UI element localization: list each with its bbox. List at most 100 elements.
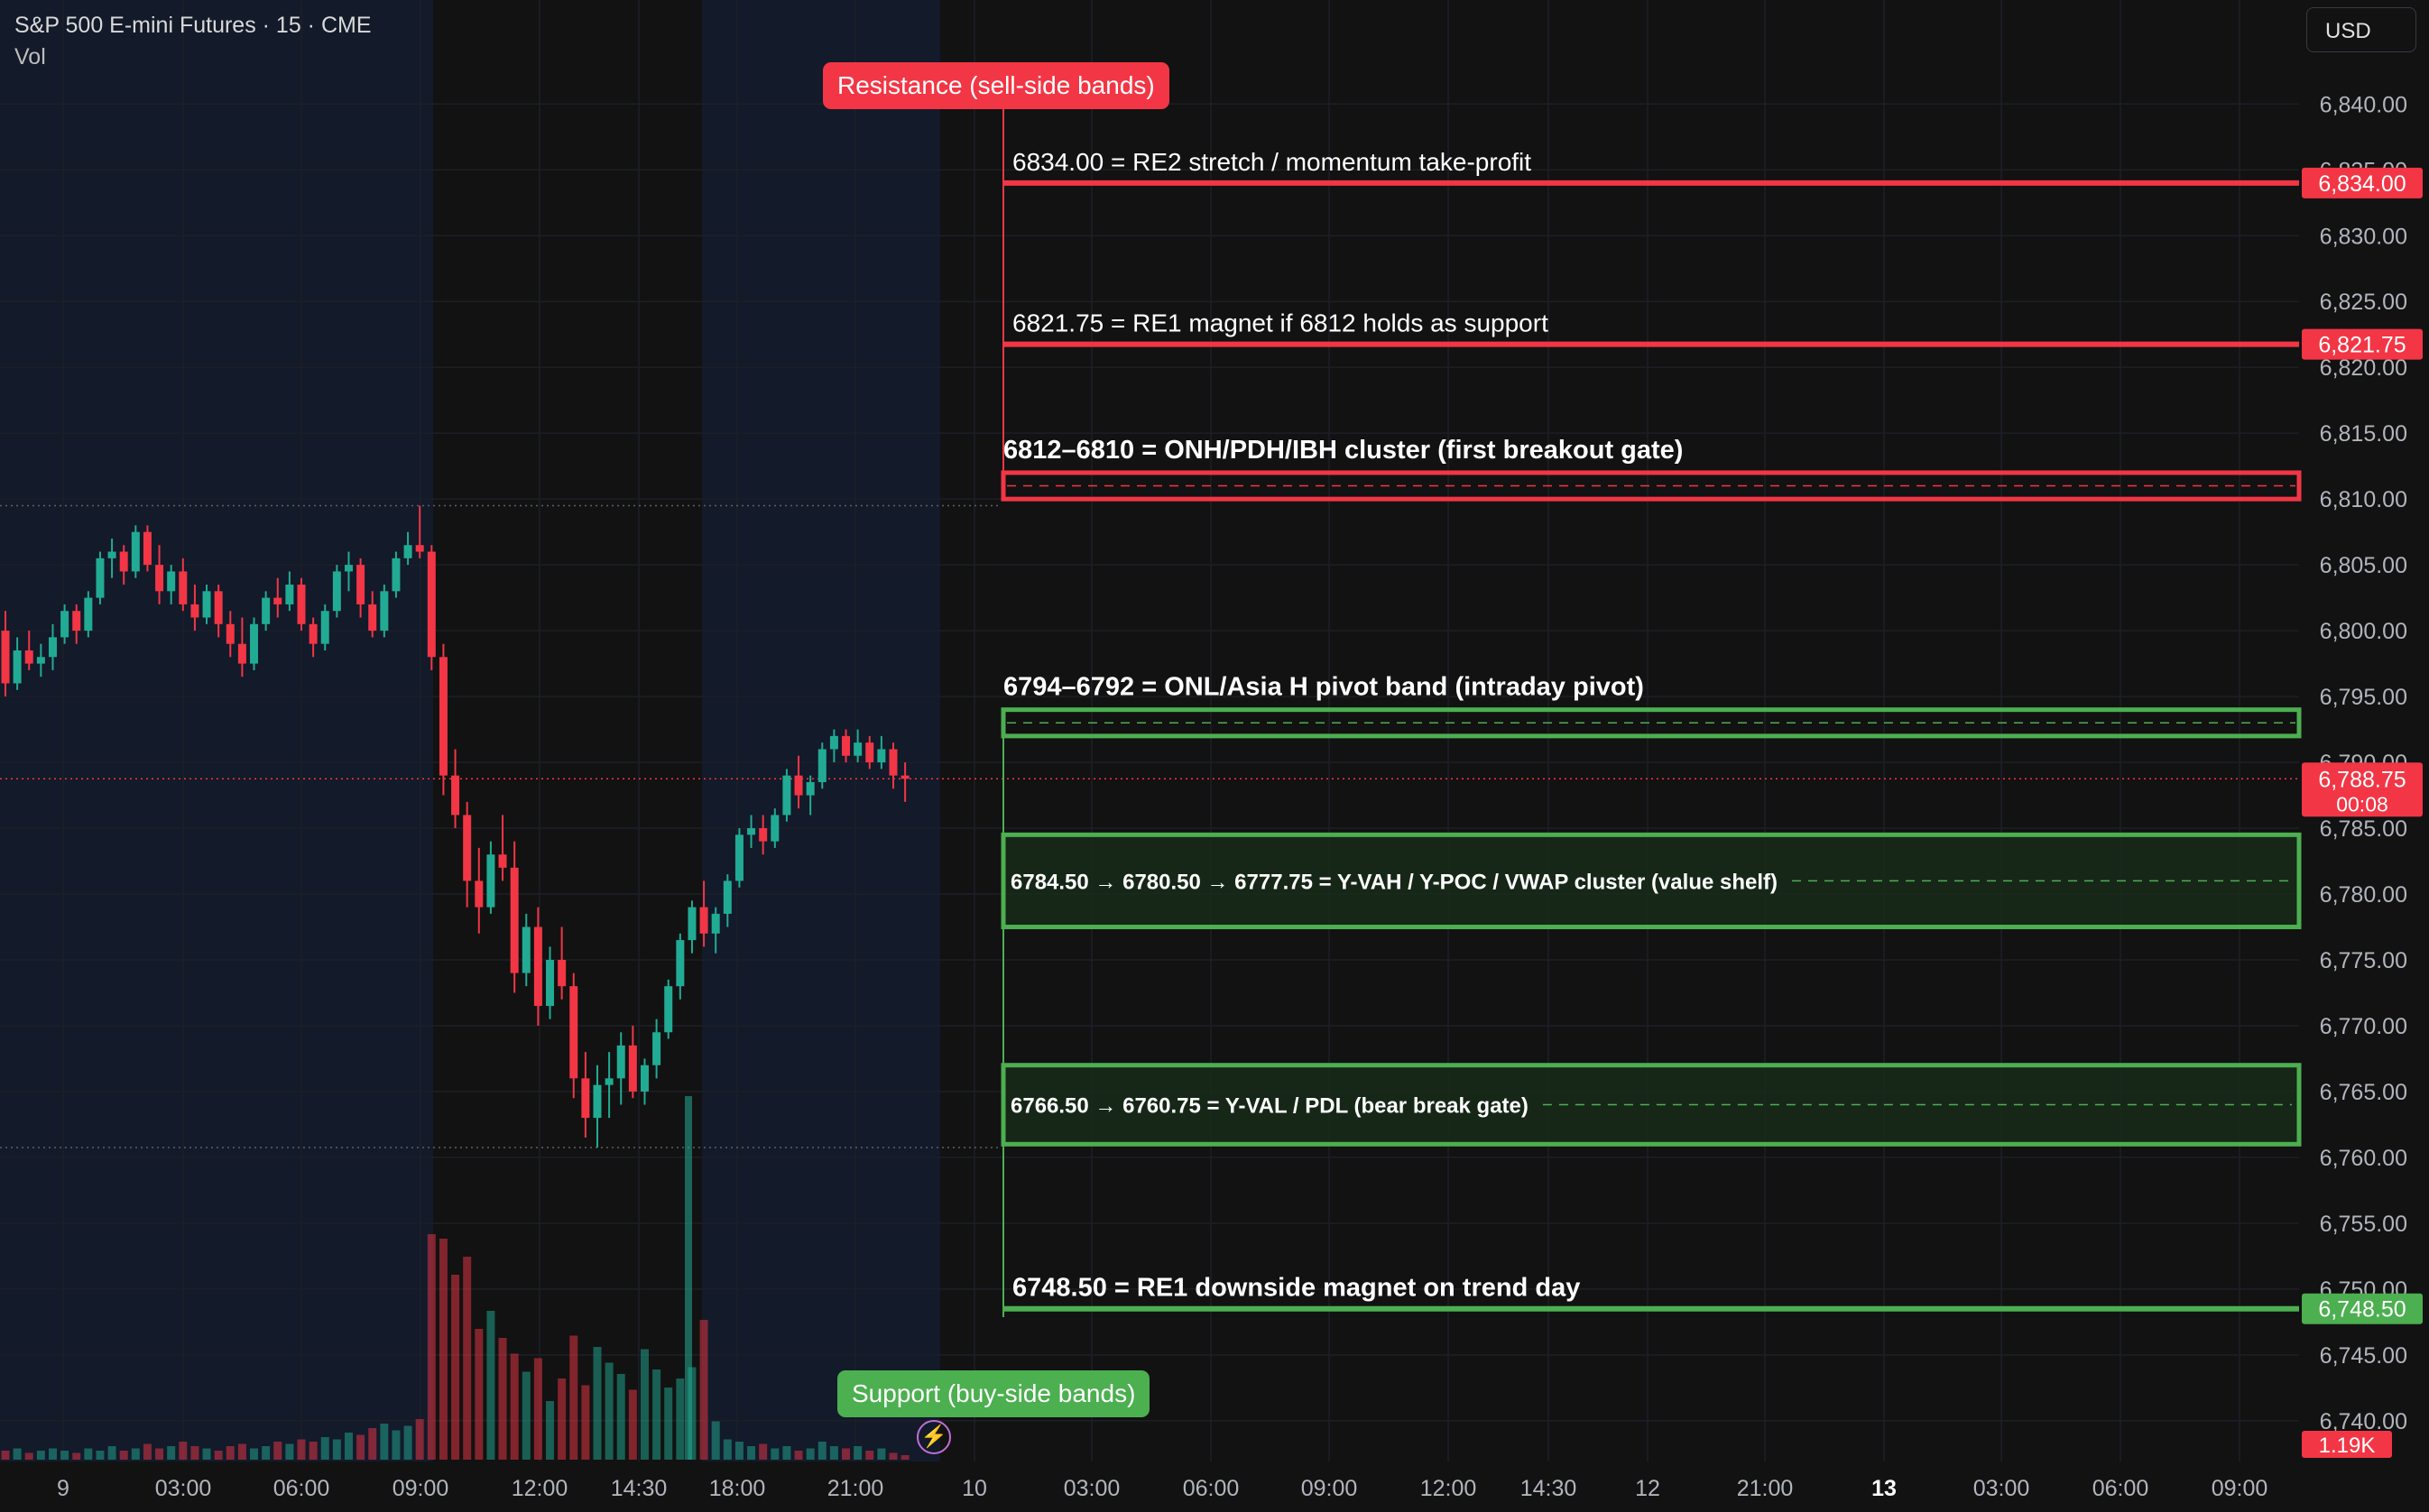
candle-body — [190, 604, 199, 618]
level-label: 6834.00 = RE2 stretch / momentum take-pr… — [1012, 148, 1531, 176]
x-tick-label: 9 — [57, 1476, 69, 1501]
x-tick-label: 21:00 — [1737, 1476, 1794, 1501]
volume-tag-text: 1.19K — [2319, 1434, 2376, 1458]
volume-bar — [616, 1374, 625, 1460]
volume-bar — [900, 1455, 910, 1460]
volume-bar — [652, 1369, 661, 1460]
candle-body — [842, 735, 851, 756]
level-price-tag — [2302, 1293, 2423, 1324]
volume-bar — [262, 1446, 271, 1460]
candle-body — [486, 854, 495, 908]
volume-bar — [522, 1371, 531, 1460]
candle-body — [747, 828, 756, 835]
candle-body — [829, 735, 838, 750]
level-price-tag — [2302, 167, 2423, 198]
level-band — [1001, 832, 2302, 929]
candle-body — [854, 742, 863, 756]
candle-body — [533, 927, 542, 1007]
volume-bar — [48, 1448, 57, 1460]
candle-body — [1, 631, 10, 684]
volume-bar — [664, 1388, 673, 1460]
volume-bar — [723, 1439, 732, 1460]
candle-body — [297, 585, 306, 624]
candle-body — [179, 571, 188, 604]
candle-body — [734, 834, 743, 881]
y-tick-label: 6,780.00 — [2320, 882, 2407, 908]
volume-bar — [593, 1347, 602, 1460]
candle-body — [131, 531, 140, 572]
level-label: 6784.50 → 6780.50 → 6777.75 = Y-VAH / Y-… — [1011, 870, 1778, 894]
candle-body — [250, 623, 259, 664]
y-tick-label: 6,745.00 — [2320, 1343, 2407, 1369]
x-tick-label: 14:30 — [1520, 1476, 1577, 1501]
candle-body — [143, 531, 152, 566]
volume-bar — [119, 1451, 128, 1460]
volume-bar — [237, 1443, 246, 1460]
candle-body — [309, 623, 318, 644]
last-price-text: 6,788.75 — [2318, 767, 2406, 792]
volume-bar — [131, 1448, 140, 1460]
level-price-tag-text: 6,748.50 — [2318, 1297, 2406, 1323]
volume-bar — [581, 1385, 590, 1460]
x-tick-label: 21:00 — [827, 1476, 884, 1501]
x-tick-label: 12:00 — [512, 1476, 568, 1501]
x-tick-label: 10 — [962, 1476, 987, 1501]
volume-bar — [403, 1425, 412, 1460]
y-tick-label: 6,775.00 — [2320, 948, 2407, 973]
y-tick-label: 6,760.00 — [2320, 1146, 2407, 1171]
volume-bar — [734, 1442, 743, 1460]
candle-body — [889, 749, 898, 776]
x-tick-label: 09:00 — [2212, 1476, 2268, 1501]
lightning-icon[interactable]: ⚡ — [917, 1420, 951, 1454]
x-tick-label: 03:00 — [1064, 1476, 1121, 1501]
level-label: 6748.50 = RE1 downside magnet on trend d… — [1012, 1274, 1580, 1303]
y-tick-label: 6,820.00 — [2320, 355, 2407, 381]
candle-body — [36, 657, 45, 664]
volume-label[interactable]: Vol — [14, 44, 46, 69]
candle-body — [119, 551, 128, 572]
candle-body — [688, 907, 697, 941]
volume-bar — [829, 1446, 838, 1460]
volume-bar — [36, 1451, 45, 1460]
volume-bar — [427, 1234, 436, 1460]
candle-body — [628, 1045, 637, 1092]
candle-body — [817, 749, 827, 782]
y-tick-label: 6,785.00 — [2320, 816, 2407, 842]
level-label: 6794–6792 = ONL/Asia H pivot band (intra… — [1003, 673, 1644, 702]
candle-body — [214, 591, 223, 624]
level-band — [1001, 470, 2302, 502]
candle-body — [652, 1032, 661, 1065]
x-tick-label: 09:00 — [393, 1476, 449, 1501]
symbol-title[interactable]: S&P 500 E-mini Futures · 15 · CME — [14, 13, 372, 38]
candle-body — [676, 940, 685, 987]
volume-bar — [214, 1451, 223, 1460]
x-tick-label: 06:00 — [273, 1476, 330, 1501]
candle-body — [285, 585, 294, 604]
volume-bar — [332, 1439, 341, 1460]
candle-body — [332, 571, 341, 612]
volume-bar — [771, 1448, 780, 1460]
volume-bar — [13, 1448, 22, 1460]
candle-body — [96, 558, 105, 598]
volume-bar — [806, 1448, 815, 1460]
level-label: 6821.75 = RE1 magnet if 6812 holds as su… — [1012, 309, 1548, 337]
candle-body — [427, 551, 436, 658]
candle-body — [616, 1045, 625, 1079]
candle-body — [237, 643, 246, 664]
x-tick-label: 06:00 — [2092, 1476, 2149, 1501]
volume-bar — [877, 1448, 886, 1460]
volume-bar — [463, 1257, 472, 1460]
currency-button[interactable]: USD — [2306, 7, 2416, 52]
volume-bar — [782, 1446, 791, 1460]
volume-bar — [415, 1419, 424, 1460]
resistance-tag: Resistance (sell-side bands) — [823, 62, 1169, 109]
candle-body — [475, 880, 484, 908]
candle-body — [167, 571, 176, 592]
y-tick-label: 6,770.00 — [2320, 1014, 2407, 1039]
volume-bar — [60, 1451, 69, 1460]
y-tick-label: 6,795.00 — [2320, 685, 2407, 710]
volume-bar — [510, 1353, 519, 1460]
volume-bar — [640, 1349, 649, 1460]
candle-body — [48, 637, 57, 658]
